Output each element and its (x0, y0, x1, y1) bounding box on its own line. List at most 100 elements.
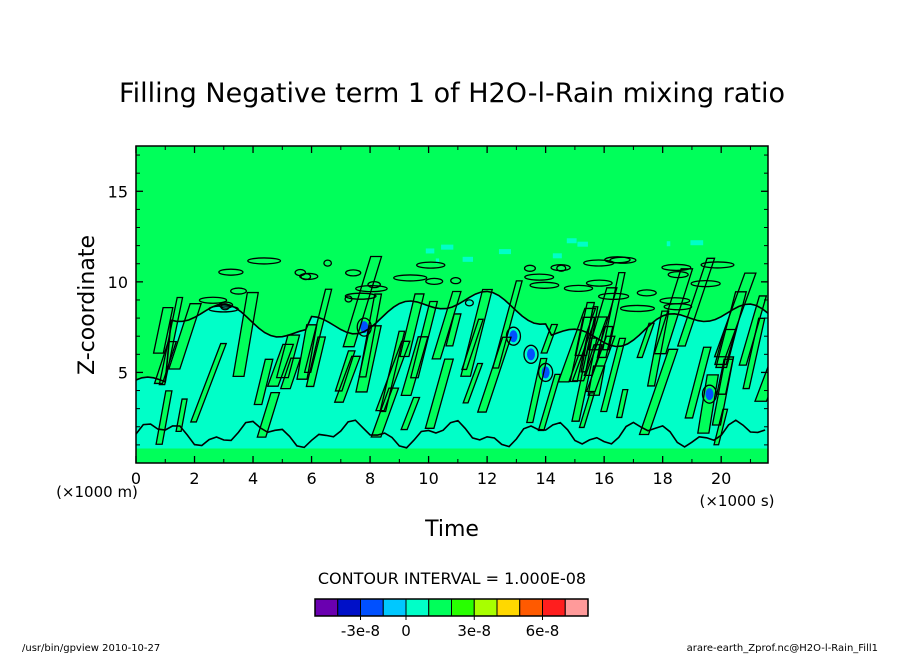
contour-island (529, 281, 560, 289)
contour-line (636, 322, 655, 359)
contour-line (168, 303, 202, 370)
contour-streak (359, 294, 382, 377)
contour-streak (280, 358, 301, 389)
deep-negative-region (705, 388, 714, 401)
contour-island (690, 279, 721, 288)
contour-streak (685, 347, 711, 418)
x-tick-label: 12 (477, 469, 497, 488)
colorbar-swatch (428, 598, 452, 617)
contour-streak (602, 272, 625, 350)
contour-line (716, 358, 734, 395)
colorbar-swatch (382, 598, 407, 617)
contour-line (296, 324, 318, 380)
negative-speck (566, 238, 577, 244)
contour-island (367, 280, 381, 289)
contour-line (523, 344, 539, 364)
contour-island (636, 289, 657, 297)
contour-streak (297, 324, 317, 380)
contour-streak (541, 324, 558, 354)
contour-line (713, 272, 757, 358)
contour-island (450, 277, 462, 285)
plot-area (136, 146, 768, 463)
contour-line (684, 346, 712, 419)
colorbar-swatch (451, 598, 475, 617)
contour-line (557, 307, 597, 383)
contour-line (431, 290, 462, 360)
contour-lines (136, 255, 768, 449)
negative-speck (498, 249, 511, 255)
contour-fields (136, 238, 768, 449)
contour-line (400, 396, 421, 431)
contour-line (461, 318, 485, 371)
contour-interval-text: CONTOUR INTERVAL = 1.000E-08 (318, 569, 586, 588)
contour-island (208, 305, 239, 313)
negative-speck (435, 258, 440, 264)
contour-island (700, 261, 735, 269)
colorbar-swatch (405, 598, 430, 617)
contour-line (355, 325, 382, 393)
contour-island (299, 272, 319, 281)
negative-speck (552, 253, 562, 259)
x-unit-label: (×1000 s) (699, 492, 774, 510)
contour-line (266, 343, 295, 387)
contour-island (198, 296, 228, 304)
colorbar-tick-label: 0 (401, 622, 411, 640)
contour-streak (716, 359, 733, 395)
contour-line (333, 355, 362, 403)
contour-island (661, 263, 692, 272)
contour-streak (153, 307, 173, 354)
contour-streak (743, 318, 765, 389)
contour-line (569, 301, 596, 383)
contour-line (587, 287, 618, 351)
contour-line (400, 336, 429, 397)
contour-line (653, 268, 694, 355)
contour-line (701, 384, 718, 404)
contour-streak (190, 343, 227, 422)
colorbar-swatch (473, 598, 498, 617)
contour-streak (463, 363, 483, 403)
contour-line (715, 291, 748, 369)
contour-line (152, 306, 174, 354)
contour-line (599, 337, 627, 413)
contour-line (175, 398, 188, 432)
contour-streak (754, 366, 768, 402)
colorbar-frame (314, 598, 589, 617)
contour-island (667, 270, 689, 279)
plot-frame (135, 145, 769, 464)
contour-island (550, 263, 571, 272)
contour-streak (425, 359, 454, 429)
contour-streak (697, 374, 719, 434)
y-axis: 5 10 15 (108, 154, 768, 446)
x-tick-label: 14 (535, 469, 555, 488)
contour-line (646, 310, 670, 387)
contour-streak (538, 374, 561, 431)
contour-streak (343, 256, 382, 347)
x-tick-label: 4 (248, 469, 258, 488)
x-tick-label: 8 (365, 469, 375, 488)
contour-line (578, 392, 596, 429)
contour-line (537, 362, 554, 383)
contour-streak (257, 392, 280, 438)
contour-line (356, 317, 372, 337)
contour-streak (176, 399, 188, 432)
contour-line (525, 357, 548, 424)
colorbar-swatch (314, 598, 339, 617)
colorbar-tick-label: -3e-8 (341, 622, 380, 640)
contour-island (464, 299, 474, 307)
contour-island (355, 284, 388, 293)
contour-streak (446, 313, 461, 346)
contour-streak (639, 349, 678, 435)
contour-island (585, 279, 613, 287)
contour-island (563, 284, 594, 293)
x-tick-label: 6 (306, 469, 316, 488)
x-tick-label: 0 (131, 469, 141, 488)
contour-line (334, 350, 356, 392)
contour-line (136, 419, 766, 449)
contour-streak (579, 392, 595, 428)
colorbar-swatch (564, 598, 589, 617)
contour-streak (616, 389, 628, 418)
colorbar-swatch (337, 598, 361, 617)
colorbar: -3e-8 0 3e-8 6e-8 (314, 598, 589, 640)
contour-streak (588, 287, 617, 350)
